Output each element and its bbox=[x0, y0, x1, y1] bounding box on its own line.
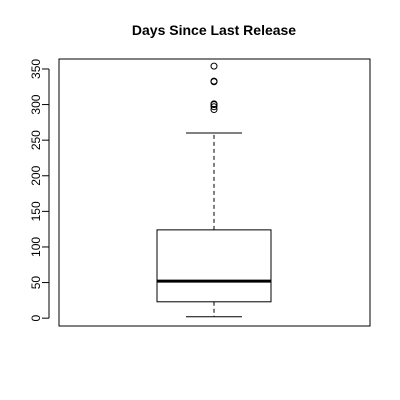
y-axis: 0 50 100 150 200 250 300 350 bbox=[29, 59, 50, 322]
y-tick-label: 0 bbox=[29, 315, 43, 322]
y-tick-label: 300 bbox=[29, 94, 43, 114]
y-tick-label: 150 bbox=[29, 201, 43, 221]
outlier-point bbox=[210, 62, 218, 70]
y-tick-label: 100 bbox=[29, 237, 43, 257]
plot-frame bbox=[58, 58, 371, 327]
outlier-point bbox=[210, 103, 218, 111]
y-tick-label: 200 bbox=[29, 165, 43, 185]
boxplot bbox=[156, 132, 272, 318]
iqr-box bbox=[156, 229, 272, 303]
outlier-points bbox=[210, 62, 218, 114]
y-tick-label: 250 bbox=[29, 130, 43, 150]
y-tick-label: 350 bbox=[29, 59, 43, 79]
outlier-point bbox=[210, 100, 218, 108]
chart-title: Days Since Last Release bbox=[132, 22, 296, 38]
outlier-point bbox=[210, 77, 218, 85]
y-tick-label: 50 bbox=[29, 276, 43, 290]
